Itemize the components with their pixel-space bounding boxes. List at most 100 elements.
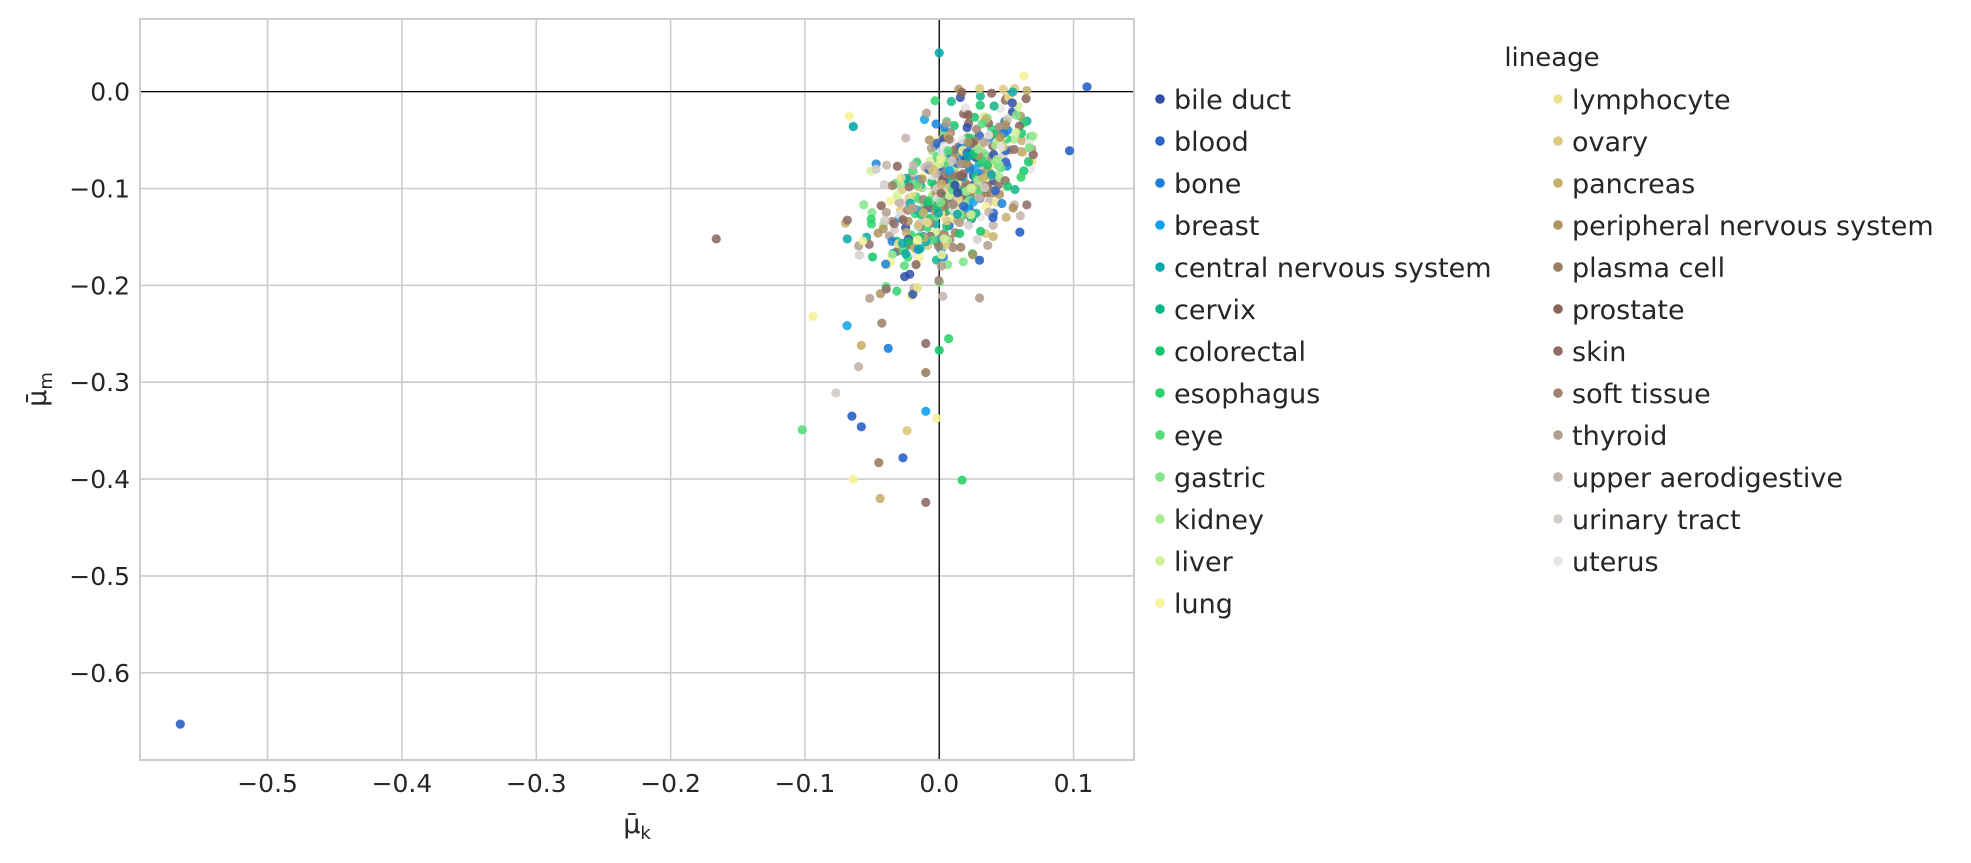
scatter-point (881, 160, 892, 170)
scatter-point (973, 144, 983, 154)
legend-label: bile duct (1174, 85, 1291, 116)
legend-label: colorectal (1174, 337, 1306, 368)
legend-label: pancreas (1572, 169, 1695, 200)
reference-lines (140, 19, 1134, 760)
scatter-point (975, 100, 985, 110)
scatter-point (1028, 150, 1038, 160)
scatter-point (854, 250, 864, 260)
scatter-point (1011, 127, 1021, 138)
scatter-point (962, 123, 972, 133)
legend-label: lymphocyte (1572, 85, 1731, 116)
scatter-point (848, 474, 858, 484)
legend-entry: ovary (1553, 127, 1648, 158)
scatter-point (934, 48, 944, 58)
scatter-point (879, 179, 889, 190)
scatter-point (933, 241, 944, 251)
legend-entry: lymphocyte (1553, 85, 1731, 116)
scatter-point (921, 406, 931, 416)
scatter-point (992, 154, 1002, 165)
scatter-point (711, 234, 721, 244)
scatter-point (842, 234, 852, 244)
scatter-point (941, 118, 952, 128)
legend-marker (1155, 472, 1165, 482)
scatter-point (1022, 200, 1032, 210)
scatter-point (915, 244, 925, 254)
scatter-point (944, 334, 954, 344)
scatter-point (974, 193, 984, 203)
scatter-point (931, 119, 941, 129)
scatter-point (922, 217, 933, 228)
scatter-point (901, 249, 911, 259)
scatter-point (980, 182, 990, 193)
scatter-point (986, 170, 996, 180)
legend-marker (1553, 262, 1563, 272)
legend-marker (1155, 178, 1165, 188)
scatter-point (881, 259, 891, 269)
legend: bile duct blood bone breast central nervous … (1155, 85, 1934, 620)
scatter-point (996, 143, 1006, 153)
legend-marker (1155, 514, 1165, 524)
y-axis-title-sub: m (36, 372, 57, 390)
scatter-point (988, 212, 998, 223)
legend-marker (1155, 346, 1165, 356)
legend-marker (1553, 430, 1563, 440)
legend-entry: soft tissue (1553, 379, 1711, 410)
scatter-point (889, 219, 899, 229)
scatter-point (1022, 85, 1032, 96)
legend-entry: uterus (1553, 547, 1659, 578)
scatter-point (936, 261, 946, 271)
legend-marker (1155, 598, 1165, 608)
scatter-point (899, 261, 910, 271)
legend-marker (1155, 94, 1165, 104)
scatter-point (995, 132, 1005, 142)
scatter-point (937, 179, 947, 189)
scatter-point (1024, 143, 1034, 153)
x-tick-label: 0.1 (1054, 769, 1094, 798)
legend-label: breast (1174, 211, 1259, 242)
scatter-point (957, 475, 967, 485)
scatter-point (959, 201, 969, 211)
legend-label: kidney (1174, 505, 1264, 536)
scatter-point (949, 121, 959, 131)
scatter-point (885, 196, 895, 206)
scatter-point (848, 121, 858, 132)
scatter-point (865, 293, 875, 304)
scatter-point (883, 343, 893, 353)
legend-marker (1553, 346, 1563, 356)
scatter-point (960, 103, 970, 113)
y-tick-label: −0.5 (69, 562, 130, 591)
scatter-point (986, 88, 997, 98)
legend-marker (1553, 178, 1563, 188)
scatter-point (975, 91, 985, 101)
y-axis-ticks: 0.0 −0.1 −0.2 −0.3 −0.4 −0.5 −0.6 (69, 78, 130, 688)
legend-entry: plasma cell (1553, 253, 1725, 284)
legend-entry: lung (1155, 589, 1233, 620)
scatter-point (975, 226, 986, 236)
scatter-point (856, 422, 866, 432)
scatter-point (175, 719, 185, 729)
scatter-point (900, 272, 910, 282)
x-tick-label: 0.0 (919, 769, 959, 798)
scatter-point (953, 188, 963, 198)
y-tick-label: −0.2 (69, 271, 130, 300)
scatter-point (1021, 94, 1031, 104)
scatter-point (892, 190, 902, 200)
legend-entry: bone (1155, 169, 1241, 200)
x-tick-label: −0.3 (506, 769, 567, 798)
legend-label: thyroid (1572, 421, 1667, 452)
scatter-point (808, 311, 818, 321)
legend-label: bone (1174, 169, 1241, 200)
scatter-point (1016, 172, 1026, 182)
legend-marker (1553, 388, 1563, 398)
legend-entry: cervix (1155, 295, 1256, 326)
scatter-point (831, 388, 841, 398)
legend-entry: bile duct (1155, 85, 1291, 116)
legend-entry: pancreas (1553, 169, 1695, 200)
scatter-point (948, 199, 958, 210)
legend-label: liver (1174, 547, 1234, 578)
scatter-point (844, 111, 854, 121)
x-axis-ticks: −0.5 −0.4 −0.3 −0.2 −0.1 0.0 0.1 (237, 769, 1093, 798)
scatter-point (911, 260, 921, 270)
scatter-point (931, 413, 942, 423)
scatter-point (936, 188, 946, 198)
